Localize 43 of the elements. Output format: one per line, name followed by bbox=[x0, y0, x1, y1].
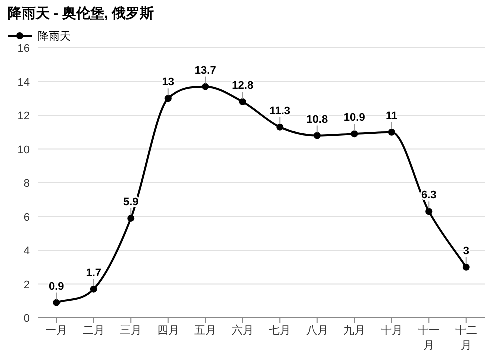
data-label: 12.8 bbox=[232, 80, 254, 92]
point bbox=[90, 286, 98, 293]
y-tick-label: 2 bbox=[24, 279, 30, 292]
data-label: 11 bbox=[386, 110, 398, 122]
x-tick-label: 十月 bbox=[380, 324, 403, 337]
data-label: 13.7 bbox=[194, 64, 216, 77]
data-label: 3 bbox=[463, 245, 470, 258]
data-label: 11.3 bbox=[270, 105, 291, 118]
y-tick-label: 12 bbox=[18, 110, 30, 122]
y-tick-label: 10 bbox=[18, 144, 30, 156]
y-tick-label: 0 bbox=[24, 313, 30, 325]
point bbox=[276, 124, 284, 131]
y-tick-label: 6 bbox=[24, 212, 30, 224]
y-tick-label: 4 bbox=[24, 246, 30, 258]
point bbox=[426, 208, 433, 216]
x-tick-label: 七月 bbox=[269, 324, 292, 337]
x-tick-label: 二月 bbox=[82, 325, 105, 337]
point bbox=[388, 128, 396, 136]
data-label: 0.9 bbox=[48, 280, 64, 293]
x-tick-label: 八月 bbox=[306, 325, 328, 337]
legend-label: 降雨天 bbox=[38, 31, 71, 43]
x-tick-label: 三月 bbox=[120, 325, 142, 337]
y-tick-label: 14 bbox=[18, 76, 30, 89]
point bbox=[462, 264, 470, 271]
data-label: 1.7 bbox=[86, 267, 102, 280]
point bbox=[351, 130, 358, 138]
chart-title: 降雨天 - 奥伦堡, 俄罗斯 bbox=[8, 5, 154, 21]
y-tick-label: 16 bbox=[18, 43, 30, 55]
data-label: 10.9 bbox=[344, 112, 366, 124]
point bbox=[164, 95, 172, 102]
x-tick-label: 六月 bbox=[232, 324, 254, 337]
point bbox=[128, 214, 135, 222]
data-label: 13 bbox=[162, 76, 174, 89]
x-tick-label: 一月 bbox=[46, 325, 68, 337]
point bbox=[53, 299, 60, 306]
x-tick-label: 四月 bbox=[157, 325, 180, 337]
point bbox=[314, 132, 321, 140]
point bbox=[239, 98, 246, 106]
x-tick-label: 五月 bbox=[194, 325, 217, 337]
y-tick-label: 8 bbox=[24, 178, 30, 190]
point bbox=[202, 83, 210, 90]
data-label: 10.8 bbox=[306, 114, 328, 126]
x-tick-label: 九月 bbox=[344, 324, 366, 337]
